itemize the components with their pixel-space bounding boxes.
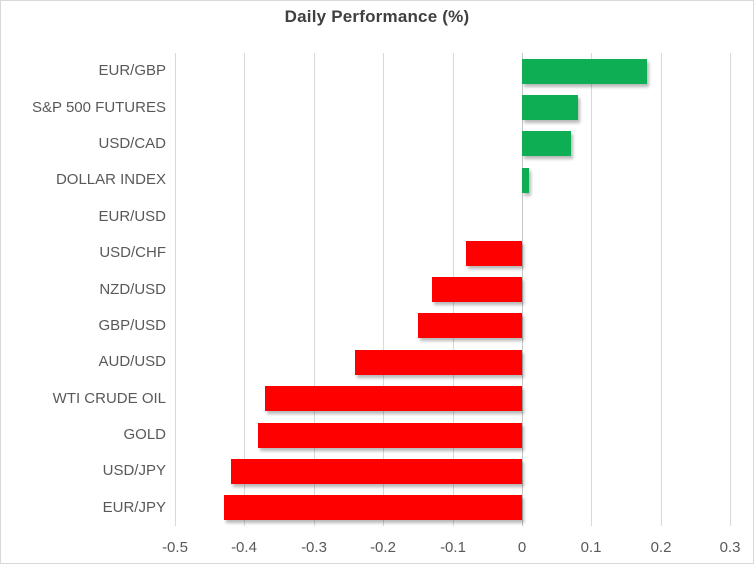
gridline [730,53,731,526]
x-tick-label: 0.1 [580,539,602,556]
negative-bar [466,241,522,266]
gridline [591,53,592,526]
negative-bar [258,423,522,448]
gridline [175,53,176,526]
x-tick-label: 0 [517,539,527,556]
negative-bar [432,277,522,302]
positive-bar [522,131,571,156]
positive-bar [522,59,647,84]
category-label: GOLD [123,426,166,443]
category-label: EUR/JPY [102,499,166,516]
category-label: DOLLAR INDEX [55,171,166,188]
category-label: USD/JPY [102,462,166,479]
x-tick-label: -0.2 [370,539,396,556]
category-label: AUD/USD [98,353,166,370]
x-tick-label: -0.5 [162,539,188,556]
negative-bar [355,350,522,375]
gridline [244,53,245,526]
gridline [383,53,384,526]
category-label: NZD/USD [99,281,166,298]
category-label: WTI CRUDE OIL [52,390,166,407]
negative-bar [418,313,522,338]
negative-bar [265,386,522,411]
x-tick-label: 0.3 [719,539,741,556]
gridline [314,53,315,526]
zero-gridline [522,53,523,526]
gridline [661,53,662,526]
category-label: USD/CHF [99,244,166,261]
category-label: EUR/GBP [98,62,166,79]
x-tick-label: 0.2 [650,539,672,556]
x-tick-label: -0.1 [440,539,466,556]
negative-bar [224,495,522,520]
category-label: USD/CAD [98,135,166,152]
category-label: GBP/USD [98,317,166,334]
category-label: EUR/USD [98,208,166,225]
category-label: S&P 500 FUTURES [32,99,166,116]
positive-bar [522,168,529,193]
x-tick-label: -0.3 [301,539,327,556]
chart-title: Daily Performance (%) [284,7,470,26]
positive-bar [522,95,578,120]
negative-bar [231,459,522,484]
x-tick-label: -0.4 [231,539,257,556]
